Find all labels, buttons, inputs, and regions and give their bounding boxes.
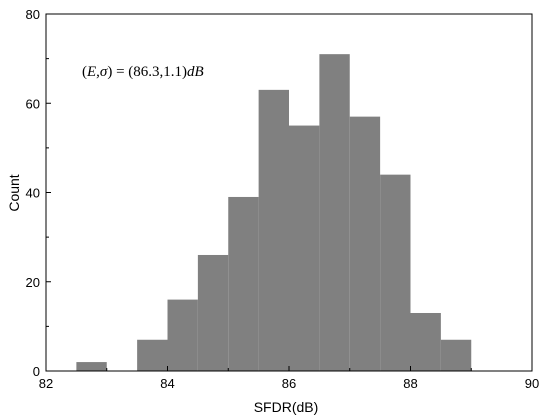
x-tick-label-2: 86: [282, 376, 296, 391]
histogram-bar-5: [228, 196, 259, 371]
annotation-text: (E,σ) = (86.3,1.1)dB: [82, 64, 204, 80]
x-tick-label-4: 90: [525, 376, 539, 391]
x-axis-ticks: 82 84 86 88 90: [39, 366, 539, 391]
y-tick-label-2: 40: [26, 186, 40, 201]
bars-group: [76, 54, 472, 372]
y-tick-label-3: 60: [26, 96, 40, 111]
x-tick-label-0: 82: [39, 376, 53, 391]
histogram-bar-6: [258, 89, 289, 372]
x-tick-label-3: 88: [403, 376, 417, 391]
histogram-bar-10: [380, 174, 411, 371]
histogram-bar-7: [289, 125, 320, 371]
y-axis-label: Count: [6, 174, 22, 211]
histogram-bar-11: [410, 312, 441, 371]
x-tick-label-1: 84: [160, 376, 174, 391]
histogram-bar-8: [319, 54, 350, 371]
histogram-bar-0: [76, 362, 107, 371]
histogram-bar-2: [137, 339, 168, 371]
y-tick-label-1: 20: [26, 275, 40, 290]
y-tick-label-0: 0: [33, 364, 40, 379]
y-axis-ticks: 0 20 40 60 80: [26, 7, 51, 379]
x-axis-label: SFDR(dB): [254, 399, 319, 415]
y-tick-label-4: 80: [26, 7, 40, 22]
histogram-bar-3: [167, 299, 198, 371]
histogram-bar-4: [197, 254, 229, 371]
plot-frame: [45, 13, 533, 372]
histogram-bar-9: [349, 116, 381, 371]
histogram-bar-12: [440, 339, 472, 371]
